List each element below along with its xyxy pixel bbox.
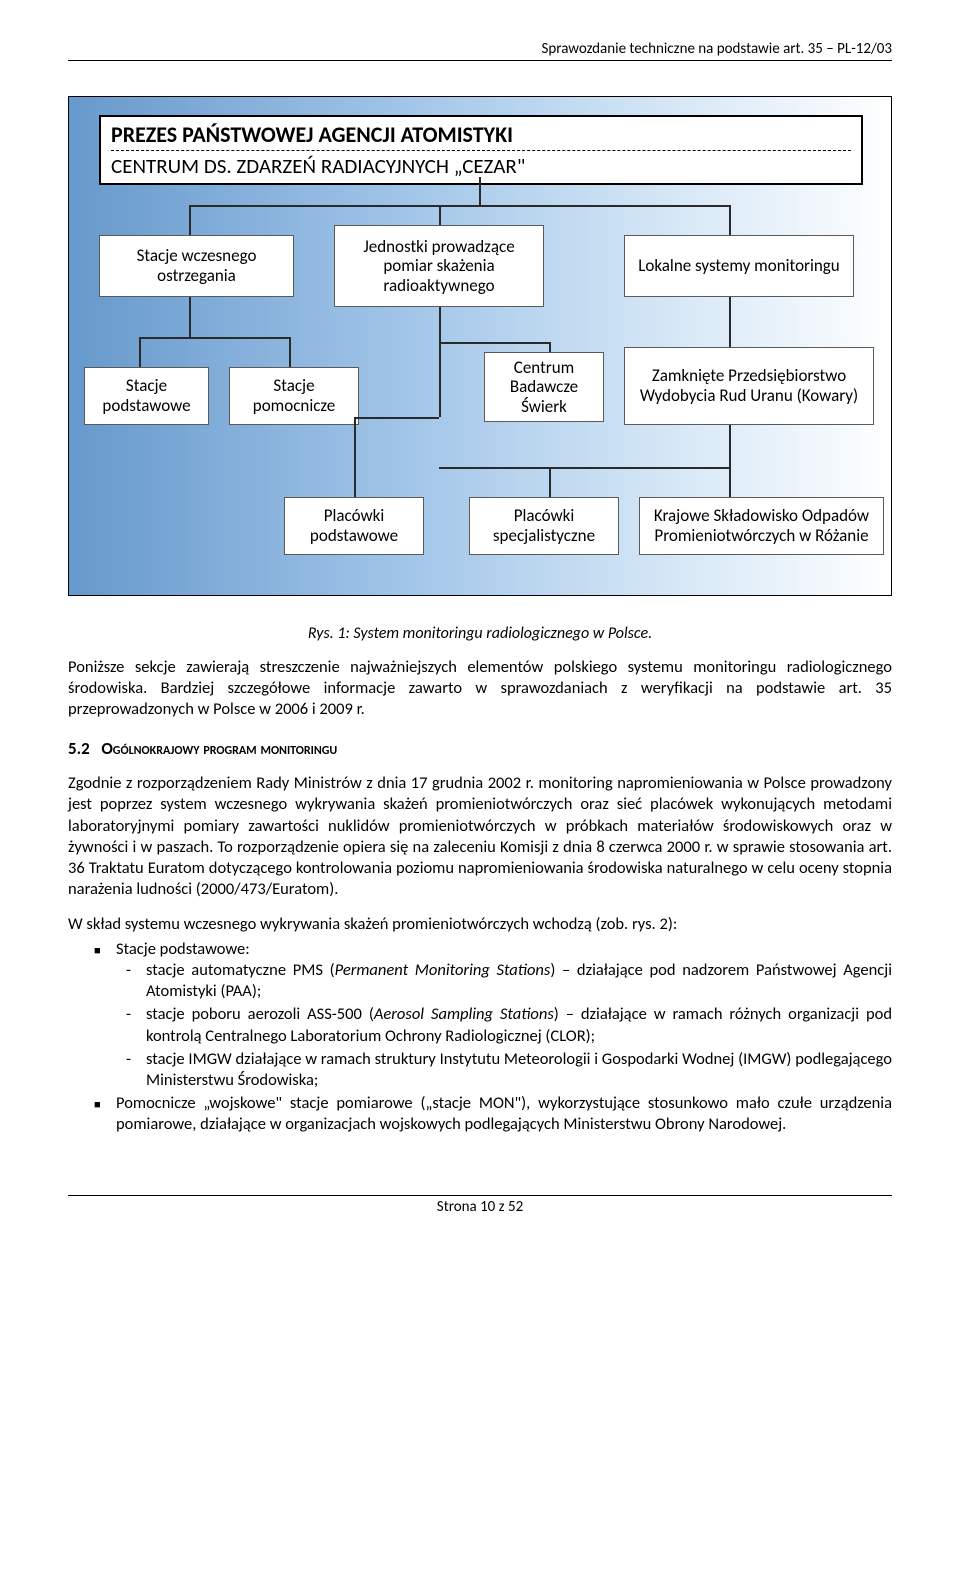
node-centrum-swierk: Centrum Badawcze Świerk — [484, 352, 604, 422]
diagram-title-box: PREZES PAŃSTWOWEJ AGENCJI ATOMISTYKI CEN… — [99, 115, 863, 185]
section-number: 5.2 — [68, 738, 90, 759]
node-stacje-wczesnego: Stacje wczesnego ostrzegania — [99, 235, 294, 297]
bullet-list: Stacje podstawowe: stacje automatyczne P… — [68, 939, 892, 1135]
node-lokalne: Lokalne systemy monitoringu — [624, 235, 854, 297]
section-heading: 5.2 Ogólnokrajowy program monitoringu — [68, 738, 892, 759]
page-header: Sprawozdanie techniczne na podstawie art… — [68, 40, 892, 61]
node-placowki-podstawowe: Placówki podstawowe — [284, 497, 424, 555]
node-kowary: Zamknięte Przedsiębiorstwo Wydobycia Rud… — [624, 347, 874, 425]
sub-list-item: stacje automatyczne PMS (Permanent Monit… — [146, 960, 892, 1002]
org-chart-diagram: PREZES PAŃSTWOWEJ AGENCJI ATOMISTYKI CEN… — [68, 96, 892, 596]
paragraph-1: Poniższe sekcje zawierają streszczenie n… — [68, 657, 892, 720]
paragraph-2: Zgodnie z rozporządzeniem Rady Ministrów… — [68, 773, 892, 900]
diagram-title-2: CENTRUM DS. ZDARZEŃ RADIACYJNYCH „CEZAR" — [111, 151, 851, 179]
node-stacje-podstawowe: Stacje podstawowe — [84, 367, 209, 425]
figure-caption: Rys. 1: System monitoringu radiologiczne… — [68, 624, 892, 643]
list-item-label: Stacje podstawowe: — [116, 939, 250, 959]
node-stacje-pomocnicze: Stacje pomocnicze — [229, 367, 359, 425]
node-rozanie: Krajowe Składowisko Odpadów Promieniotwó… — [639, 497, 884, 555]
paragraph-3-intro: W skład systemu wczesnego wykrywania ska… — [68, 914, 892, 935]
node-jednostki: Jednostki prowadzące pomiar skażenia rad… — [334, 225, 544, 307]
page-footer: Strona 10 z 52 — [68, 1195, 892, 1216]
diagram-title-1: PREZES PAŃSTWOWEJ AGENCJI ATOMISTYKI — [111, 121, 851, 151]
sub-list-item: stacje IMGW działające w ramach struktur… — [146, 1049, 892, 1091]
node-placowki-specjalistyczne: Placówki specjalistyczne — [469, 497, 619, 555]
list-item: Stacje podstawowe: stacje automatyczne P… — [116, 939, 892, 1091]
sub-list: stacje automatyczne PMS (Permanent Monit… — [116, 960, 892, 1091]
list-item: Pomocnicze „wojskowe" stacje pomiarowe (… — [116, 1093, 892, 1135]
sub-list-item: stacje poboru aerozoli ASS-500 (Aerosol … — [146, 1004, 892, 1046]
section-title: Ogólnokrajowy program monitoringu — [101, 738, 337, 759]
